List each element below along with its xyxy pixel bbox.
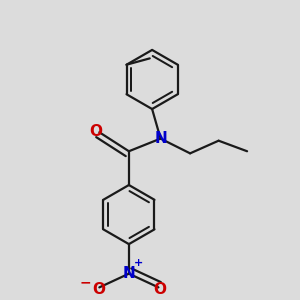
Text: O: O — [153, 282, 166, 297]
Text: O: O — [90, 124, 103, 139]
Text: +: + — [134, 258, 143, 268]
Text: O: O — [92, 282, 105, 297]
Text: N: N — [122, 266, 135, 281]
Text: −: − — [80, 275, 92, 289]
Text: N: N — [154, 131, 167, 146]
